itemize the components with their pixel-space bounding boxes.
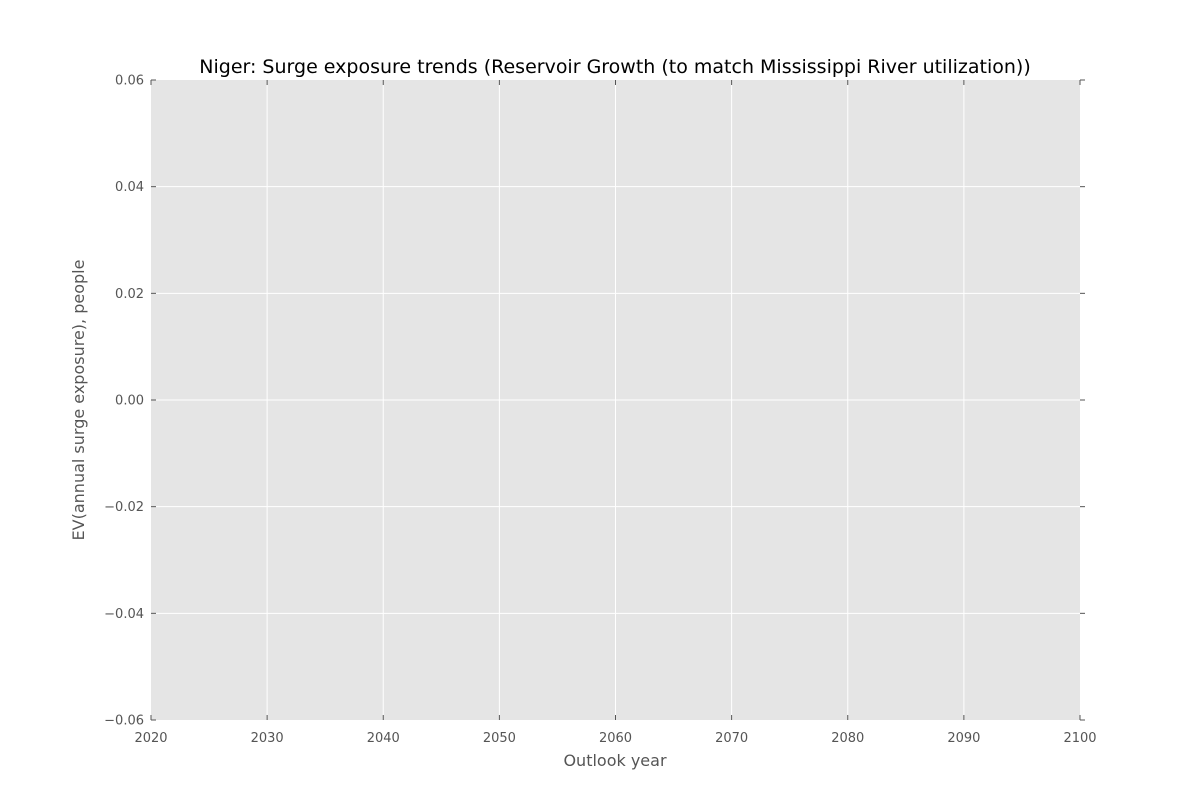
chart-title: Niger: Surge exposure trends (Reservoir … <box>199 56 1030 78</box>
tick-marks <box>150 79 1085 721</box>
x-tick-label: 2040 <box>367 731 400 746</box>
y-tick-labels: 0.06 0.04 0.02 0.00 −0.02 −0.04 −0.06 <box>104 74 144 729</box>
y-tick-label: −0.02 <box>104 500 144 515</box>
y-tick-label: 0.06 <box>115 74 144 89</box>
x-tick-label: 2080 <box>831 731 864 746</box>
y-tick-label: −0.06 <box>104 714 144 729</box>
y-tick-label: 0.02 <box>115 287 144 302</box>
grid-lines <box>151 80 1080 720</box>
x-tick-label: 2030 <box>251 731 284 746</box>
x-tick-label: 2090 <box>947 731 980 746</box>
x-tick-label: 2020 <box>134 731 167 746</box>
y-axis-label: EV(annual surge exposure), people <box>69 260 88 541</box>
x-tick-label: 2070 <box>715 731 748 746</box>
x-tick-labels: 2020 2030 2040 2050 2060 2070 2080 2090 2100 <box>134 731 1096 746</box>
x-tick-label: 2060 <box>599 731 632 746</box>
x-tick-label: 2050 <box>483 731 516 746</box>
y-tick-label: −0.04 <box>104 607 144 622</box>
x-axis-label: Outlook year <box>563 751 667 770</box>
y-tick-label: 0.04 <box>115 180 144 195</box>
y-tick-label: 0.00 <box>115 394 144 409</box>
x-tick-label: 2100 <box>1063 731 1096 746</box>
